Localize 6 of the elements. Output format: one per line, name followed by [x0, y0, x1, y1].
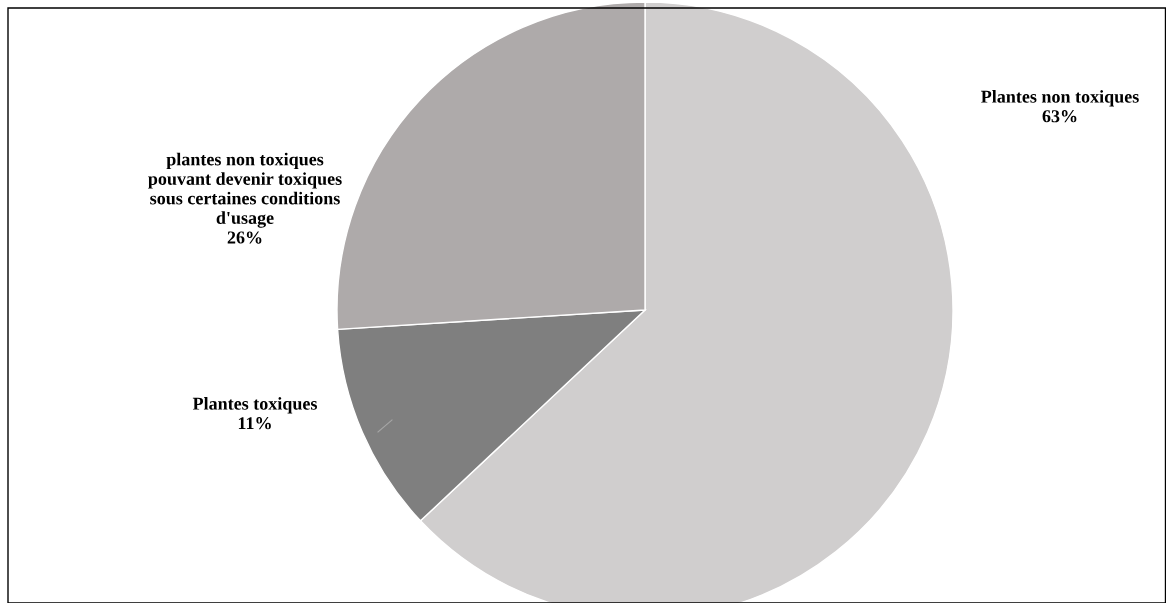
data-label: 26%: [227, 231, 262, 244]
slice-label: Plantes non toxiques: [981, 90, 1139, 107]
slice-label: Plantes toxiques: [192, 397, 317, 414]
data-label: 63%: [1042, 110, 1077, 123]
slice-label: plantes non toxiques pouvant devenir toxiques sous certaines conditions d'usage: [148, 152, 342, 228]
data-label: 11%: [238, 417, 271, 430]
